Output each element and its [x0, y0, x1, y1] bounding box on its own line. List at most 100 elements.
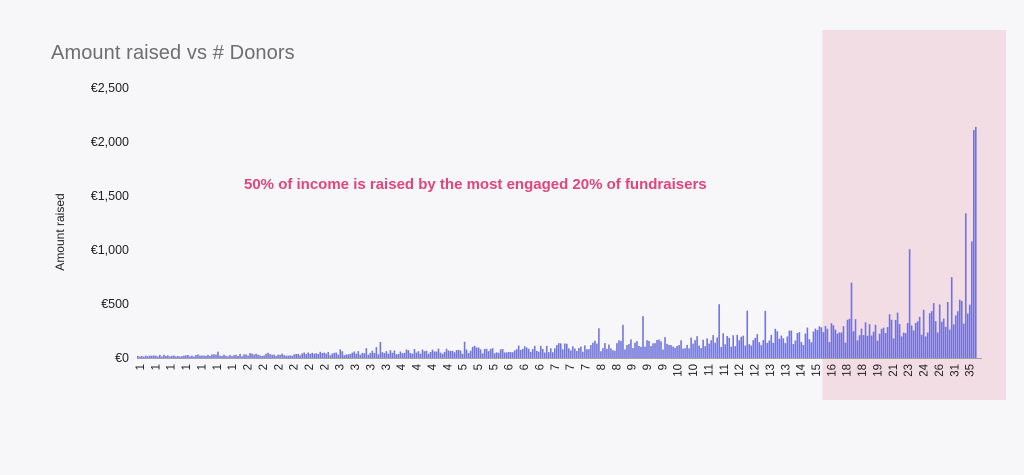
x-tick-label: 10 [673, 364, 685, 377]
bar [794, 340, 797, 358]
bar [181, 356, 183, 358]
bar [848, 318, 851, 358]
x-tick-label: 1 [227, 364, 239, 370]
bar [199, 355, 201, 358]
bar [648, 340, 650, 358]
bar [513, 350, 516, 358]
bar [938, 304, 941, 358]
bar [650, 346, 652, 358]
bar [716, 337, 718, 358]
bar [666, 343, 668, 358]
bar [918, 316, 921, 358]
bar [237, 356, 239, 358]
bar [688, 348, 690, 358]
bar [521, 348, 524, 358]
bar [447, 350, 450, 358]
x-tick-label: 2 [289, 364, 301, 370]
x-tick-label: 6 [504, 364, 516, 370]
bar [690, 337, 692, 358]
bar [511, 352, 514, 358]
bar [281, 353, 283, 358]
bar [461, 353, 464, 358]
bar [960, 300, 963, 358]
bar [319, 351, 322, 358]
bar [517, 345, 520, 358]
bar [762, 340, 765, 358]
bar [433, 351, 436, 358]
bar [672, 346, 674, 358]
bar [950, 277, 953, 358]
bar [437, 348, 440, 358]
bar [906, 323, 909, 358]
bar [207, 354, 209, 358]
bar [499, 349, 502, 358]
x-tick-label: 6 [519, 364, 531, 370]
bar [515, 349, 518, 358]
bar [341, 351, 344, 358]
bar [942, 318, 945, 358]
bar [337, 354, 340, 358]
x-tick-label: 19 [873, 364, 885, 377]
bar [922, 309, 925, 358]
bar [407, 350, 410, 358]
bar [590, 345, 592, 358]
bar [578, 348, 580, 358]
x-tick-label: 24 [919, 363, 931, 376]
bar [778, 338, 781, 358]
bar [429, 351, 432, 358]
bar [139, 356, 141, 358]
bar [327, 351, 330, 358]
bar [373, 353, 376, 358]
bar [662, 349, 664, 358]
x-tick-label: 4 [412, 363, 424, 370]
x-tick-label: 9 [642, 364, 654, 370]
bar [467, 353, 470, 358]
x-tick-label: 1 [212, 364, 224, 370]
bar [620, 340, 622, 358]
bar [345, 354, 348, 358]
bar [826, 328, 829, 358]
bar [914, 322, 917, 358]
x-tick-label: 1 [150, 364, 162, 370]
x-tick-label: 2 [304, 364, 316, 370]
bar [728, 337, 730, 358]
bar [253, 354, 255, 358]
bar [934, 321, 937, 358]
bar [417, 351, 420, 358]
bar [301, 353, 303, 358]
x-tick-label: 3 [381, 364, 393, 370]
bar [852, 331, 855, 358]
bar [277, 354, 279, 358]
bar [431, 349, 434, 358]
bar [293, 354, 295, 358]
bar [704, 346, 706, 358]
x-tick-label: 31 [949, 364, 961, 377]
bar [531, 349, 534, 358]
bar [201, 355, 203, 358]
bar [828, 342, 831, 358]
bar [443, 351, 446, 358]
bar [730, 346, 733, 358]
bar [714, 342, 716, 358]
y-tick-label: €1,500 [91, 189, 129, 203]
bar [469, 350, 472, 358]
bar [209, 355, 211, 358]
bar [920, 334, 923, 358]
bar [235, 354, 237, 358]
bar [193, 356, 195, 358]
bar [676, 346, 678, 358]
bar [722, 333, 724, 358]
bar [551, 352, 554, 358]
bar [197, 354, 199, 358]
bar [892, 338, 895, 358]
bar [724, 344, 726, 358]
bar [840, 332, 843, 358]
bar [315, 353, 318, 358]
bar [912, 330, 915, 358]
x-tick-label: 23 [903, 364, 915, 377]
bar [361, 352, 364, 358]
bar [560, 343, 562, 358]
bar [760, 345, 763, 358]
bar [764, 310, 767, 358]
bar [225, 355, 227, 358]
